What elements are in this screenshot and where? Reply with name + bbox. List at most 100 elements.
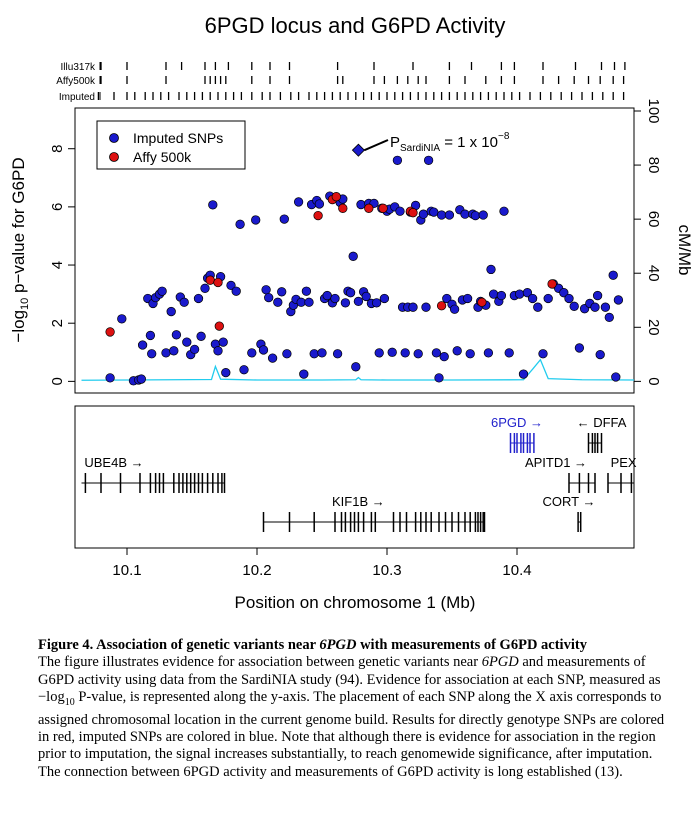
imputed-point-107 bbox=[439, 351, 449, 362]
imputed-point-43 bbox=[267, 353, 278, 363]
imputed-point-125 bbox=[486, 264, 496, 275]
y-tick-label-right-1: 20 bbox=[645, 319, 662, 336]
imputed-point-148 bbox=[592, 290, 603, 301]
affy-point-1 bbox=[205, 275, 215, 285]
y-tick-label-right-0: 0 bbox=[645, 377, 662, 385]
affy-point-9 bbox=[378, 203, 388, 213]
imputed-point-112 bbox=[452, 346, 462, 356]
imputed-point-55 bbox=[304, 297, 314, 307]
gene-PEX-label: PEX bbox=[611, 455, 637, 470]
imputed-point-97 bbox=[413, 349, 423, 359]
affy-point-11 bbox=[408, 208, 418, 218]
affy-point-4 bbox=[313, 210, 323, 221]
y-tick-label-left-0: 0 bbox=[49, 377, 66, 385]
recombination-rate-line bbox=[81, 358, 635, 381]
y-tick-label-left-4: 8 bbox=[49, 145, 66, 153]
imputed-point-51 bbox=[293, 197, 304, 207]
imputed-point-87 bbox=[387, 347, 397, 357]
y-tick-label-left-2: 4 bbox=[49, 261, 66, 269]
imputed-point-53 bbox=[299, 369, 309, 379]
x-tick-label-1: 10.2 bbox=[242, 562, 271, 579]
imputed-point-111 bbox=[449, 304, 460, 314]
imputed-point-4 bbox=[136, 374, 146, 384]
imputed-point-31 bbox=[218, 337, 228, 347]
track-label-1: Affy500k bbox=[56, 76, 96, 87]
chart-title: 6PGD locus and G6PD Activity bbox=[205, 13, 506, 38]
imputed-point-59 bbox=[314, 199, 325, 209]
imputed-point-117 bbox=[465, 349, 475, 359]
imputed-point-103 bbox=[429, 207, 439, 217]
x-tick-label-2: 10.3 bbox=[372, 562, 401, 579]
y-label-sub: 10 bbox=[19, 298, 31, 310]
figure-panel: 6PGD locus and G6PD Activity Illu317k Aff… bbox=[9, 13, 694, 612]
imputed-point-137 bbox=[538, 349, 548, 359]
imputed-point-82 bbox=[374, 348, 384, 358]
imputed-point-147 bbox=[590, 302, 600, 312]
imputed-point-41 bbox=[261, 285, 271, 295]
imputed-point-44 bbox=[273, 297, 283, 307]
imputed-point-105 bbox=[434, 373, 444, 383]
imputed-point-132 bbox=[514, 289, 525, 299]
imputed-point-152 bbox=[608, 270, 618, 280]
gene-APITD1-label: APITD1 → bbox=[525, 455, 587, 470]
imputed-point-99 bbox=[418, 209, 429, 219]
y-label-prefix: −log bbox=[9, 310, 28, 343]
imputed-point-33 bbox=[226, 280, 236, 291]
imputed-point-119 bbox=[470, 210, 481, 221]
imputed-point-8 bbox=[147, 349, 157, 359]
affy-point-7 bbox=[338, 203, 348, 213]
imputed-point-108 bbox=[442, 293, 452, 304]
imputed-point-75 bbox=[356, 199, 366, 210]
imputed-point-135 bbox=[527, 293, 538, 304]
imputed-point-150 bbox=[600, 302, 611, 312]
affy-point-14 bbox=[547, 279, 557, 289]
caption-body-3: P-value, is represented along the y-axis… bbox=[38, 689, 665, 780]
annotation-p-value: = 1 x 10 bbox=[440, 134, 498, 151]
legend-affy-label: Affy 500k bbox=[133, 149, 192, 165]
legend: Imputed SNPs Affy 500k bbox=[96, 120, 246, 170]
imputed-point-129 bbox=[499, 206, 509, 216]
imputed-point-144 bbox=[574, 343, 585, 353]
x-tick-label-3: 10.4 bbox=[502, 562, 531, 579]
imputed-point-84 bbox=[379, 293, 390, 304]
imputed-point-29 bbox=[213, 346, 223, 356]
caption-body-gene: 6PGD bbox=[481, 654, 519, 671]
y-tick-label-right-4: 80 bbox=[645, 157, 662, 174]
imputed-point-92 bbox=[400, 348, 410, 358]
imputed-point-40 bbox=[258, 345, 269, 355]
plot-frame bbox=[74, 107, 635, 394]
imputed-point-42 bbox=[264, 292, 274, 303]
imputed-point-130 bbox=[504, 348, 514, 358]
imputed-point-62 bbox=[322, 290, 332, 301]
sardinia-diamond bbox=[351, 143, 365, 157]
imputed-point-128 bbox=[496, 290, 507, 301]
imputed-point-95 bbox=[408, 302, 418, 312]
imputed-point-73 bbox=[351, 362, 361, 372]
annotation-p: P bbox=[390, 134, 400, 151]
imputed-point-153 bbox=[611, 372, 621, 382]
caption-body-2: and measurements of G6PD activity using … bbox=[38, 654, 661, 706]
imputed-point-142 bbox=[564, 293, 574, 304]
affy-point-0 bbox=[105, 327, 115, 337]
x-tick-label-0: 10.1 bbox=[112, 562, 141, 579]
imputed-point-52 bbox=[296, 297, 306, 307]
imputed-point-100 bbox=[421, 302, 431, 312]
caption-body-1: The figure illustrates evidence for asso… bbox=[38, 654, 482, 671]
imputed-point-116 bbox=[462, 293, 473, 304]
imputed-point-90 bbox=[395, 206, 405, 216]
imputed-point-35 bbox=[235, 219, 245, 229]
imputed-point-23 bbox=[196, 331, 206, 341]
imputed-point-109 bbox=[444, 210, 455, 220]
imputed-point-115 bbox=[460, 209, 470, 219]
caption-title-prefix: Figure 4. Association of genetic variant… bbox=[38, 637, 320, 653]
imputed-point-1 bbox=[117, 314, 127, 324]
affy-point-13 bbox=[477, 297, 487, 307]
y-tick-label-left-3: 6 bbox=[49, 203, 66, 211]
affy-point-12 bbox=[436, 301, 447, 311]
gene-KIF1B-label: KIF1B → bbox=[332, 494, 385, 509]
imputed-point-22 bbox=[193, 293, 204, 304]
gene-6PGD-label: 6PGD → bbox=[491, 415, 543, 430]
gene-frame bbox=[74, 405, 635, 549]
legend-affy-marker bbox=[109, 152, 119, 162]
imputed-point-47 bbox=[282, 349, 292, 359]
